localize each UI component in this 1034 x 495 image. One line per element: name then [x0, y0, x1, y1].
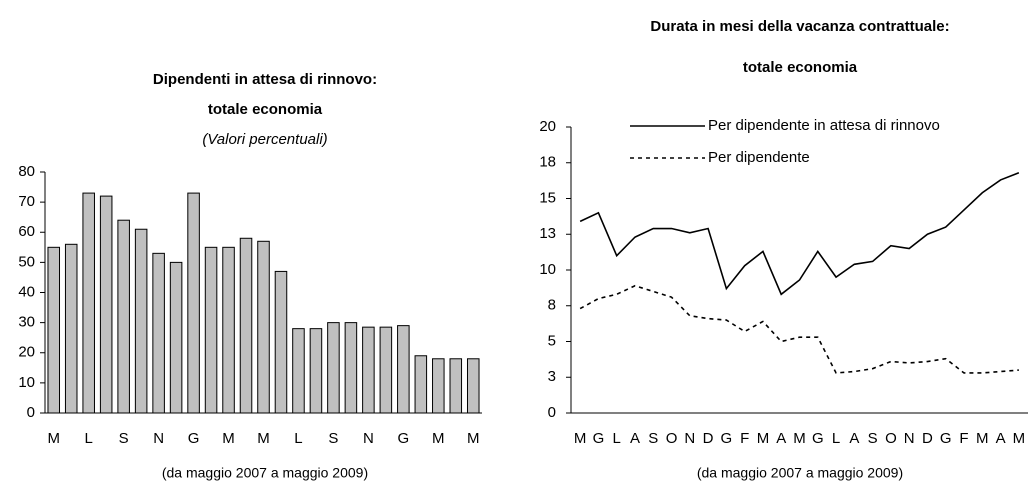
x-tick-label: F — [740, 430, 749, 447]
bar — [117, 219, 130, 414]
bar — [169, 261, 183, 414]
y-tick-label: 8 — [548, 297, 556, 314]
footnote: (da maggio 2007 a maggio 2009) — [697, 465, 903, 481]
x-tick-label: S — [648, 430, 658, 447]
x-tick-label: M — [793, 430, 806, 447]
chart-title: Durata in mesi della vacanza contrattual… — [650, 18, 949, 35]
bar — [327, 322, 340, 414]
x-tick-label: M — [257, 430, 270, 447]
bar — [397, 325, 410, 414]
bar — [292, 328, 305, 414]
x-tick-label: M — [976, 430, 989, 447]
x-tick-label: O — [885, 430, 897, 447]
bar — [344, 322, 358, 414]
bar — [222, 246, 235, 414]
bar — [187, 192, 200, 414]
x-tick-label: L — [294, 430, 302, 447]
x-tick-label: M — [432, 430, 445, 447]
x-tick-label: G — [721, 430, 733, 447]
x-tick-label: S — [119, 430, 129, 447]
y-tick-label: 0 — [548, 404, 556, 421]
bar — [274, 270, 288, 414]
x-tick-label: N — [684, 430, 695, 447]
bar — [64, 243, 78, 414]
legend-label: Per dipendente in attesa di rinnovo — [708, 117, 940, 134]
bar — [239, 237, 253, 414]
x-tick-label: A — [776, 430, 786, 447]
x-tick-label: G — [812, 430, 824, 447]
x-tick-label: A — [996, 430, 1006, 447]
x-tick-label: M — [574, 430, 587, 447]
x-tick-label: M — [222, 430, 235, 447]
bar — [466, 358, 480, 414]
x-tick-label: G — [940, 430, 952, 447]
x-tick-label: M — [47, 430, 60, 447]
bar — [47, 246, 61, 414]
chart-title: Dipendenti in attesa di rinnovo: — [153, 71, 377, 88]
bar — [204, 246, 218, 414]
y-tick-label: 3 — [548, 368, 556, 385]
bar — [99, 195, 113, 414]
bar — [362, 326, 375, 414]
y-tick-label: 20 — [539, 118, 556, 135]
x-tick-label: S — [868, 430, 878, 447]
x-tick-label: A — [630, 430, 640, 447]
x-tick-label: M — [467, 430, 480, 447]
y-tick-label: 15 — [539, 189, 556, 206]
x-tick-label: A — [849, 430, 859, 447]
y-tick-label: 60 — [18, 223, 35, 240]
y-tick-label: 0 — [27, 404, 35, 421]
x-tick-label: M — [1013, 430, 1026, 447]
legend-label: Per dipendente — [708, 149, 810, 166]
bar — [449, 358, 463, 414]
x-tick-label: G — [398, 430, 410, 447]
y-tick-label: 70 — [18, 193, 35, 210]
y-tick-label: 30 — [18, 314, 35, 331]
x-tick-label: D — [703, 430, 714, 447]
line-series — [579, 284, 1019, 374]
x-tick-label: S — [328, 430, 338, 447]
x-tick-label: L — [613, 430, 621, 447]
x-tick-label: F — [959, 430, 968, 447]
chart-title: totale economia — [208, 101, 323, 118]
line-series — [579, 172, 1020, 296]
bar — [134, 228, 148, 414]
x-tick-label: D — [922, 430, 933, 447]
y-tick-label: 18 — [539, 154, 556, 171]
y-tick-label: 13 — [539, 225, 556, 242]
y-tick-label: 40 — [18, 283, 35, 300]
y-tick-label: 10 — [18, 374, 35, 391]
x-tick-label: M — [757, 430, 770, 447]
y-tick-label: 5 — [548, 332, 556, 349]
y-tick-label: 80 — [18, 163, 35, 180]
y-tick-label: 10 — [539, 261, 556, 278]
bar — [432, 358, 445, 414]
bar — [82, 192, 95, 414]
x-tick-label: L — [832, 430, 840, 447]
bar — [309, 328, 323, 414]
x-tick-label: G — [593, 430, 605, 447]
footnote: (da maggio 2007 a maggio 2009) — [162, 465, 368, 481]
bar — [152, 252, 165, 414]
bar — [257, 240, 270, 414]
x-tick-label: N — [363, 430, 374, 447]
chart-subtitle: (Valori percentuali) — [202, 131, 327, 148]
y-tick-label: 20 — [18, 344, 35, 361]
bar — [379, 326, 393, 414]
chart-title: totale economia — [743, 59, 858, 76]
y-tick-label: 50 — [18, 253, 35, 270]
x-tick-label: N — [153, 430, 164, 447]
x-tick-label: L — [85, 430, 93, 447]
bar — [414, 355, 428, 414]
x-tick-label: O — [666, 430, 678, 447]
x-tick-label: G — [188, 430, 200, 447]
x-tick-label: N — [904, 430, 915, 447]
